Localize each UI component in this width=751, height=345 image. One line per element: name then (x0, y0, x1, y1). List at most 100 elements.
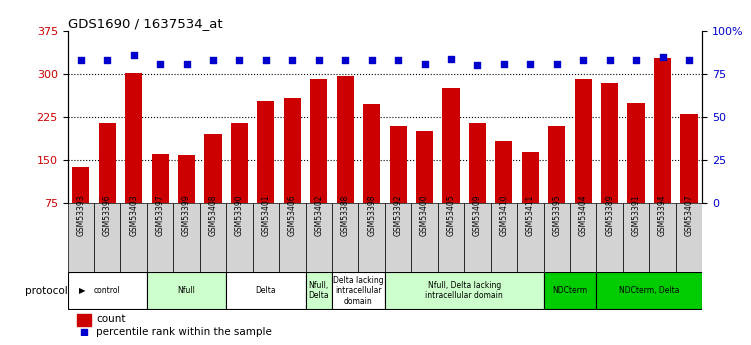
Text: GSM53408: GSM53408 (209, 194, 218, 236)
Text: GSM53398: GSM53398 (367, 194, 376, 236)
Text: GSM53409: GSM53409 (473, 194, 482, 236)
Bar (98, 123, 116, 246)
Bar (231, 123, 248, 246)
FancyBboxPatch shape (252, 203, 279, 272)
FancyBboxPatch shape (570, 203, 596, 272)
FancyBboxPatch shape (279, 203, 306, 272)
Bar (628, 103, 644, 246)
Bar (178, 155, 195, 246)
Point (75, 58, 87, 63)
Bar (469, 123, 486, 246)
Bar (601, 82, 618, 246)
FancyBboxPatch shape (385, 203, 412, 272)
Point (550, 61, 562, 67)
Text: count: count (96, 314, 125, 324)
Bar (204, 134, 222, 246)
Point (683, 58, 695, 63)
Text: GSM53403: GSM53403 (129, 194, 138, 236)
Bar (77, 314, 91, 326)
Bar (258, 101, 275, 246)
Point (339, 58, 351, 63)
Text: ▶: ▶ (79, 286, 85, 295)
Bar (654, 58, 671, 246)
Point (472, 63, 484, 68)
FancyBboxPatch shape (650, 203, 676, 272)
Point (578, 58, 590, 63)
Bar (416, 131, 433, 246)
Text: GSM53394: GSM53394 (658, 194, 667, 236)
FancyBboxPatch shape (68, 273, 147, 309)
Text: NDCterm: NDCterm (553, 286, 587, 295)
Point (604, 58, 616, 63)
Text: GSM53392: GSM53392 (394, 194, 403, 236)
Bar (336, 76, 354, 246)
Point (366, 58, 378, 63)
FancyBboxPatch shape (147, 273, 226, 309)
Text: GSM53404: GSM53404 (579, 194, 588, 236)
Text: GSM53406: GSM53406 (288, 194, 297, 236)
FancyBboxPatch shape (676, 203, 702, 272)
Text: GSM53410: GSM53410 (499, 194, 508, 236)
Bar (125, 73, 142, 246)
Point (498, 61, 510, 67)
Text: control: control (94, 286, 121, 295)
Point (180, 61, 192, 67)
Point (445, 56, 457, 61)
FancyBboxPatch shape (517, 203, 544, 272)
Bar (442, 88, 460, 246)
Text: GSM53407: GSM53407 (684, 194, 693, 236)
FancyBboxPatch shape (385, 273, 544, 309)
FancyBboxPatch shape (596, 203, 623, 272)
Point (656, 54, 668, 60)
Point (312, 58, 324, 63)
FancyBboxPatch shape (332, 273, 385, 309)
Bar (310, 79, 327, 246)
Bar (495, 141, 512, 246)
Text: Nfull: Nfull (178, 286, 195, 295)
Point (128, 52, 140, 58)
Text: GSM53393: GSM53393 (77, 194, 86, 236)
FancyBboxPatch shape (94, 203, 120, 272)
Point (392, 58, 404, 63)
Text: GSM53402: GSM53402 (314, 194, 323, 236)
Text: Nfull, Delta lacking
intracellular domain: Nfull, Delta lacking intracellular domai… (425, 281, 503, 300)
Text: GSM53405: GSM53405 (447, 194, 456, 236)
Bar (284, 98, 301, 246)
Text: Delta: Delta (255, 286, 276, 295)
Text: Nfull,
Delta: Nfull, Delta (309, 281, 329, 300)
FancyBboxPatch shape (306, 203, 332, 272)
Bar (390, 126, 407, 246)
FancyBboxPatch shape (226, 203, 252, 272)
Point (418, 61, 430, 67)
FancyBboxPatch shape (623, 203, 650, 272)
Point (630, 58, 642, 63)
Text: GSM53390: GSM53390 (235, 194, 244, 236)
Bar (72, 167, 89, 246)
Text: GSM53411: GSM53411 (526, 195, 535, 236)
FancyBboxPatch shape (68, 203, 94, 272)
Point (260, 58, 272, 63)
Text: GSM53391: GSM53391 (632, 194, 641, 236)
Text: GSM53400: GSM53400 (420, 194, 429, 236)
Bar (548, 126, 566, 246)
Bar (363, 104, 380, 246)
FancyBboxPatch shape (358, 203, 385, 272)
Point (78, 329, 90, 334)
FancyBboxPatch shape (412, 203, 438, 272)
Text: NDCterm, Delta: NDCterm, Delta (619, 286, 680, 295)
FancyBboxPatch shape (200, 203, 226, 272)
Text: GDS1690 / 1637534_at: GDS1690 / 1637534_at (68, 17, 222, 30)
Text: GSM53389: GSM53389 (605, 194, 614, 236)
Point (286, 58, 298, 63)
Point (524, 61, 536, 67)
Point (234, 58, 246, 63)
Text: GSM53399: GSM53399 (182, 194, 191, 236)
FancyBboxPatch shape (147, 203, 173, 272)
Text: protocol: protocol (25, 286, 68, 296)
Text: Delta lacking
intracellular
domain: Delta lacking intracellular domain (333, 276, 384, 306)
FancyBboxPatch shape (544, 273, 596, 309)
Text: percentile rank within the sample: percentile rank within the sample (96, 327, 272, 337)
Bar (680, 114, 698, 246)
FancyBboxPatch shape (306, 273, 332, 309)
Text: GSM53401: GSM53401 (261, 194, 270, 236)
